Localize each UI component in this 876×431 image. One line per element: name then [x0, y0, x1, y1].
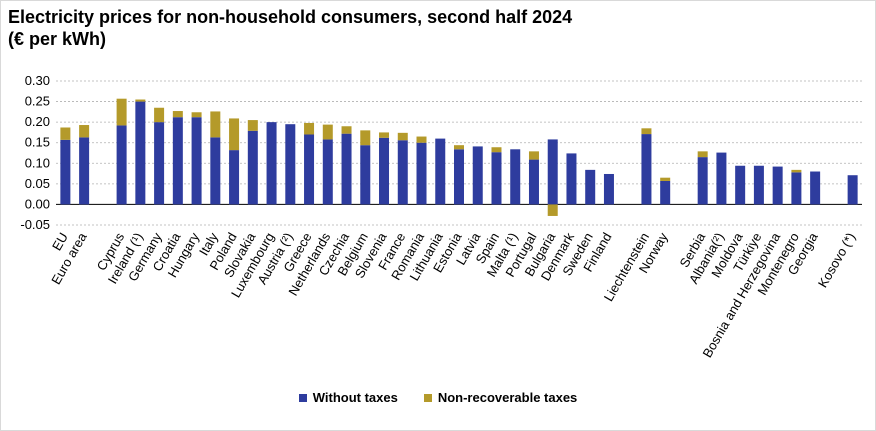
bar-without-taxes	[322, 139, 333, 205]
bar-without-taxes	[191, 117, 202, 205]
y-tick-label: 0.30	[25, 73, 50, 88]
bar-nonrecoverable-taxes	[304, 122, 315, 135]
bar-nonrecoverable-taxes	[379, 132, 390, 138]
bar-without-taxes	[210, 137, 221, 205]
bar-without-taxes	[772, 166, 783, 205]
legend-item-nonrecoverable-taxes: Non-recoverable taxes	[423, 390, 578, 405]
bar-without-taxes	[847, 175, 858, 205]
bar-without-taxes	[791, 172, 802, 205]
legend: Without taxes Non-recoverable taxes	[0, 390, 876, 405]
bar-without-taxes	[510, 149, 521, 205]
bar-without-taxes	[641, 134, 652, 205]
bar-nonrecoverable-taxes	[660, 177, 671, 181]
y-tick-label: 0.05	[25, 176, 50, 191]
chart-title-line1: Electricity prices for non-household con…	[8, 7, 573, 27]
legend-label-nonrecoverable-taxes: Non-recoverable taxes	[437, 390, 578, 405]
bar-nonrecoverable-taxes	[116, 98, 127, 126]
bar-nonrecoverable-taxes	[360, 130, 371, 146]
legend-item-without-taxes: Without taxes	[298, 390, 398, 405]
bar-nonrecoverable-taxes	[416, 136, 427, 143]
legend-label-without-taxes: Without taxes	[312, 390, 398, 405]
bar-without-taxes	[416, 142, 427, 205]
bar-nonrecoverable-taxes	[547, 204, 558, 216]
bar-without-taxes	[753, 165, 764, 205]
y-tick-label: 0.15	[25, 135, 50, 150]
bar-nonrecoverable-taxes	[397, 132, 408, 141]
bar-nonrecoverable-taxes	[454, 145, 464, 150]
bar-without-taxes	[135, 101, 146, 205]
bar-without-taxes	[810, 171, 821, 205]
bar-without-taxes	[154, 122, 165, 205]
bar-nonrecoverable-taxes	[154, 107, 165, 123]
bar-without-taxes	[566, 153, 577, 205]
bar-nonrecoverable-taxes	[210, 111, 221, 138]
bar-without-taxes	[79, 137, 90, 205]
bar-without-taxes	[285, 124, 296, 205]
legend-swatch-nonrecoverable-taxes	[423, 393, 432, 402]
bar-without-taxes	[716, 152, 727, 205]
bar-without-taxes	[660, 180, 671, 205]
bar-without-taxes	[379, 137, 390, 205]
legend-swatch-without-taxes	[298, 393, 307, 402]
bar-nonrecoverable-taxes	[172, 111, 183, 118]
bar-nonrecoverable-taxes	[247, 120, 258, 131]
bar-nonrecoverable-taxes	[341, 126, 352, 134]
bar-nonrecoverable-taxes	[135, 99, 146, 102]
y-tick-label: 0.20	[25, 114, 50, 129]
bar-nonrecoverable-taxes	[641, 128, 652, 135]
bar-without-taxes	[60, 139, 71, 205]
bar-nonrecoverable-taxes	[60, 127, 71, 140]
bar-without-taxes	[697, 157, 708, 205]
bar-without-taxes	[116, 125, 127, 205]
bar-without-taxes	[360, 145, 371, 205]
bar-nonrecoverable-taxes	[791, 169, 802, 173]
bar-nonrecoverable-taxes	[79, 125, 90, 138]
bar-without-taxes	[435, 138, 446, 205]
chart-title: Electricity prices for non-household con…	[8, 6, 572, 50]
bar-nonrecoverable-taxes	[191, 112, 202, 118]
bar-without-taxes	[454, 149, 464, 205]
bar-without-taxes	[229, 150, 240, 205]
bar-without-taxes	[547, 139, 558, 205]
bar-without-taxes	[304, 134, 315, 205]
y-tick-label: 0.25	[25, 94, 50, 109]
bar-without-taxes	[735, 165, 746, 205]
y-tick-label: 0.00	[25, 196, 50, 211]
y-tick-label: -0.05	[20, 217, 50, 232]
bar-without-taxes	[491, 152, 502, 205]
bar-nonrecoverable-taxes	[229, 118, 240, 151]
y-tick-label: 0.10	[25, 155, 50, 170]
x-tick-label: Kosovo (*)	[815, 230, 858, 290]
bar-without-taxes	[172, 117, 183, 205]
bar-nonrecoverable-taxes	[322, 124, 333, 140]
bar-without-taxes	[585, 169, 596, 205]
bar-nonrecoverable-taxes	[491, 147, 502, 153]
bar-nonrecoverable-taxes	[697, 151, 708, 158]
bar-without-taxes	[247, 130, 258, 205]
bar-nonrecoverable-taxes	[528, 151, 539, 160]
bar-without-taxes	[472, 146, 483, 205]
bar-without-taxes	[397, 140, 408, 205]
chart-title-line2: (€ per kWh)	[8, 29, 107, 49]
bar-without-taxes	[603, 173, 614, 205]
bar-without-taxes	[266, 122, 277, 205]
bar-without-taxes	[528, 159, 539, 205]
bar-without-taxes	[341, 133, 352, 205]
